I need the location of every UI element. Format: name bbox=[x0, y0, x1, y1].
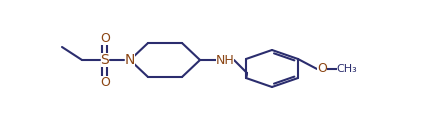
Text: S: S bbox=[101, 53, 109, 67]
Text: O: O bbox=[317, 63, 327, 76]
Text: O: O bbox=[100, 76, 110, 88]
Text: N: N bbox=[125, 53, 135, 67]
Text: O: O bbox=[100, 31, 110, 45]
Text: CH₃: CH₃ bbox=[337, 64, 357, 74]
Text: NH: NH bbox=[215, 53, 234, 67]
